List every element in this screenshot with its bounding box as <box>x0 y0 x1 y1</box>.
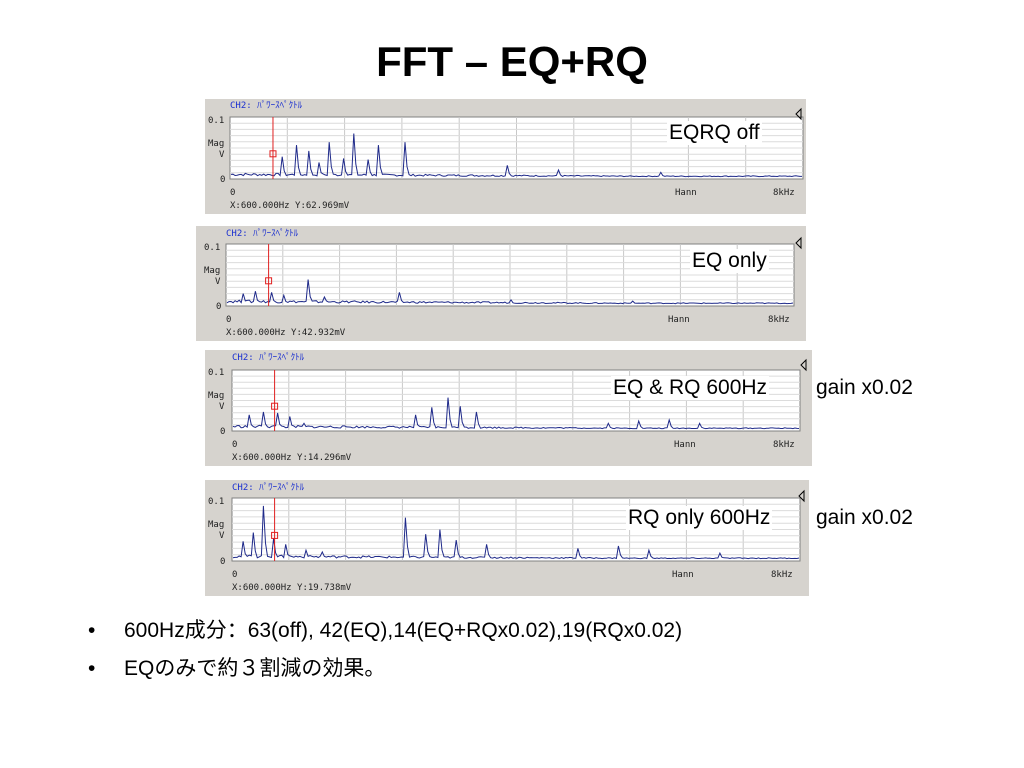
fft-spectrum-plot: CH2: ﾊﾟﾜｰｽﾍﾟｸﾄﾙ 0.1 Mag V 0 0 Hann 8kHz … <box>208 482 805 593</box>
y-axis-zero-label: 0 <box>220 427 225 437</box>
panel-arrow-icon <box>795 107 802 121</box>
y-axis-unit: V <box>219 150 225 160</box>
spectrum-trace <box>232 505 800 560</box>
bullet-mark: • <box>88 657 96 680</box>
panel-overlay-label: EQ only <box>690 249 769 273</box>
channel-label: CH2: ﾊﾟﾜｰｽﾍﾟｸﾄﾙ <box>226 228 299 239</box>
plot-grid <box>232 370 800 431</box>
x-axis-start-label: 0 <box>232 440 237 450</box>
cursor-readout: X:600.000Hz Y:19.738mV <box>232 583 352 593</box>
x-axis-end-label: 8kHz <box>768 315 790 325</box>
window-label: Hann <box>668 315 690 325</box>
fft-panel-eq-only: CH2: ﾊﾟﾜｰｽﾍﾟｸﾄﾙ 0.1 Mag V 0 0 Hann 8kHz … <box>196 226 806 341</box>
cursor-marker <box>271 402 279 410</box>
fft-panel-rq-only: CH2: ﾊﾟﾜｰｽﾍﾟｸﾄﾙ 0.1 Mag V 0 0 Hann 8kHz … <box>205 480 809 596</box>
y-axis-top-label: 0.1 <box>208 368 224 378</box>
y-axis-unit: V <box>215 277 221 287</box>
y-axis-name: Mag <box>204 266 220 276</box>
list-item: • 600Hz成分：63(off), 42(EQ),14(EQ+RQx0.02)… <box>88 612 682 650</box>
y-axis-zero-label: 0 <box>220 557 225 567</box>
window-label: Hann <box>674 440 696 450</box>
panel-overlay-label: RQ only 600Hz <box>626 506 773 530</box>
spectrum-trace <box>226 279 794 305</box>
cursor-readout: X:600.000Hz Y:14.296mV <box>232 453 352 463</box>
y-axis-name: Mag <box>208 520 224 530</box>
bullet-text: 600Hz成分：63(off), 42(EQ),14(EQ+RQx0.02),1… <box>124 619 683 642</box>
fft-panel-eqrq-off: CH2: ﾊﾟﾜｰｽﾍﾟｸﾄﾙ 0.1 Mag V 0 0 Hann 8kHz … <box>205 99 806 214</box>
fft-panel-eq-rq: CH2: ﾊﾟﾜｰｽﾍﾟｸﾄﾙ 0.1 Mag V 0 0 Hann 8kHz … <box>205 350 812 466</box>
cursor-marker <box>271 531 279 539</box>
panel-arrow-icon <box>798 489 805 503</box>
cursor-readout: X:600.000Hz Y:62.969mV <box>230 201 350 211</box>
y-axis-top-label: 0.1 <box>208 497 224 507</box>
bullet-text: EQのみで約３割減の効果。 <box>124 657 386 680</box>
list-item: • EQのみで約３割減の効果。 <box>88 650 682 688</box>
y-axis-top-label: 0.1 <box>208 116 224 126</box>
channel-label: CH2: ﾊﾟﾜｰｽﾍﾟｸﾄﾙ <box>232 482 305 493</box>
gain-label: gain x0.02 <box>816 506 913 529</box>
spectrum-trace <box>230 133 802 178</box>
x-axis-end-label: 8kHz <box>773 188 795 198</box>
bullet-list: • 600Hz成分：63(off), 42(EQ),14(EQ+RQx0.02)… <box>88 612 682 688</box>
fft-spectrum-plot: CH2: ﾊﾟﾜｰｽﾍﾟｸﾄﾙ 0.1 Mag V 0 0 Hann 8kHz … <box>208 352 807 463</box>
y-axis-name: Mag <box>208 391 224 401</box>
y-axis-unit: V <box>219 531 225 541</box>
panel-arrow-icon <box>800 358 807 372</box>
fft-spectrum-plot: CH2: ﾊﾟﾜｰｽﾍﾟｸﾄﾙ 0.1 Mag V 0 0 Hann 8kHz … <box>208 100 804 211</box>
bullet-mark: • <box>88 619 96 642</box>
x-axis-end-label: 8kHz <box>771 570 793 580</box>
x-axis-start-label: 0 <box>226 315 231 325</box>
slide-title: FFT – EQ+RQ <box>376 38 648 85</box>
y-axis-top-label: 0.1 <box>204 243 220 253</box>
panel-overlay-label: EQRQ off <box>667 121 762 145</box>
x-axis-end-label: 8kHz <box>773 440 795 450</box>
y-axis-name: Mag <box>208 139 224 149</box>
window-label: Hann <box>672 570 694 580</box>
y-axis-unit: V <box>219 402 225 412</box>
gain-label: gain x0.02 <box>816 376 913 399</box>
channel-label: CH2: ﾊﾟﾜｰｽﾍﾟｸﾄﾙ <box>232 352 305 363</box>
channel-label: CH2: ﾊﾟﾜｰｽﾍﾟｸﾄﾙ <box>230 100 303 111</box>
y-axis-zero-label: 0 <box>220 175 225 185</box>
panel-overlay-label: EQ & RQ 600Hz <box>611 376 770 400</box>
window-label: Hann <box>675 188 697 198</box>
y-axis-zero-label: 0 <box>216 302 221 312</box>
spectrum-trace <box>232 397 800 430</box>
cursor-marker <box>265 277 273 285</box>
cursor-marker <box>269 150 277 158</box>
cursor-readout: X:600.000Hz Y:42.932mV <box>226 328 346 338</box>
x-axis-start-label: 0 <box>232 570 237 580</box>
x-axis-start-label: 0 <box>230 188 235 198</box>
panel-arrow-icon <box>795 236 802 250</box>
fft-spectrum-plot: CH2: ﾊﾟﾜｰｽﾍﾟｸﾄﾙ 0.1 Mag V 0 0 Hann 8kHz … <box>204 228 802 338</box>
